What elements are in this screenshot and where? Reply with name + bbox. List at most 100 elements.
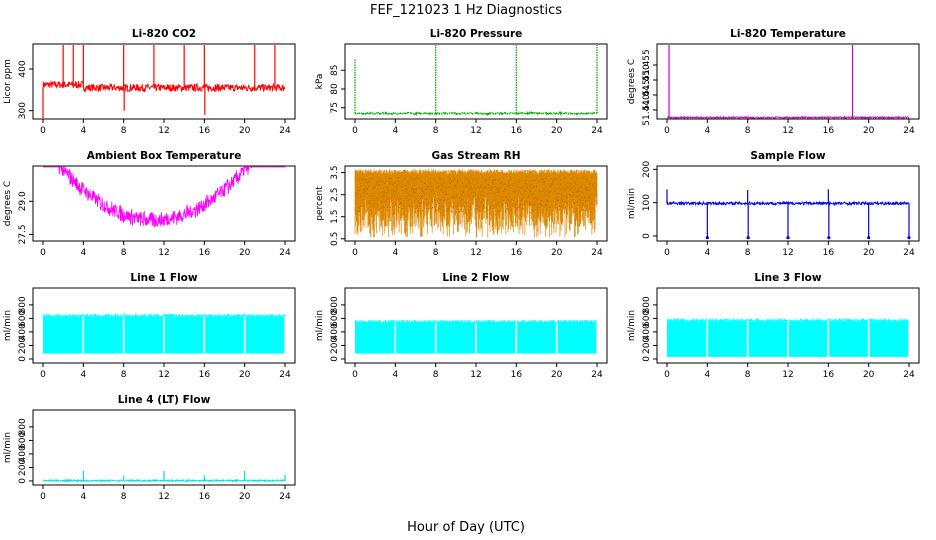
x-tick-label: 12 (158, 370, 169, 380)
x-tick-label: 4 (392, 126, 398, 136)
flow-band (164, 316, 204, 354)
y-tick-label: 600 (18, 432, 28, 449)
x-tick-label: 24 (591, 370, 603, 380)
x-tick-label: 24 (591, 248, 603, 258)
panel-7: Line 2 Flow ml/min 0 4 8 12 16 20 24 0 20040060080… (315, 272, 608, 380)
y-axis-label: ml/min (627, 310, 637, 341)
x-tick-label: 12 (158, 248, 169, 258)
x-tick-label: 20 (863, 126, 875, 136)
panel-title: Line 1 Flow (130, 272, 197, 284)
dropout-point (746, 236, 750, 240)
panel-title: Gas Stream RH (431, 150, 520, 162)
y-axis-label: ml/min (3, 310, 13, 341)
plot-area (42, 45, 286, 118)
x-tick-label: 12 (782, 370, 793, 380)
x-tick-label: 0 (352, 126, 358, 136)
x-tick-label: 0 (352, 370, 358, 380)
y-axis-label: ml/min (315, 310, 325, 341)
x-tick-label: 16 (199, 370, 211, 380)
x-tick-label: 16 (199, 126, 211, 136)
panel-3: Ambient Box Temperature degrees C 0 4 8 12 16 2… (3, 150, 296, 258)
panel-title: Line 2 Flow (442, 272, 509, 284)
x-tick-label: 20 (239, 126, 251, 136)
panel-title: Li-820 Temperature (730, 28, 846, 40)
x-tick-label: 12 (782, 126, 793, 136)
y-tick-label: 300 (18, 102, 28, 119)
y-tick-label: 80 (330, 83, 340, 95)
y-tick-label: 0 (330, 356, 340, 362)
x-tick-label: 20 (239, 370, 251, 380)
x-tick-label: 16 (511, 370, 523, 380)
plot-area (354, 45, 598, 117)
panel-title: Li-820 CO2 (132, 28, 196, 40)
panel-6: Line 1 Flow ml/min 0 4 8 12 16 20 24 0 20040060080… (3, 272, 296, 380)
rh-dots (355, 176, 598, 213)
x-tick-label: 0 (40, 248, 46, 258)
y-tick-label: 400 (18, 445, 28, 462)
y-tick-label: 800 (18, 296, 28, 313)
panel-9: Line 4 (LT) Flow ml/min 0 4 8 12 16 20 24 0 200400… (3, 394, 296, 502)
series-line (42, 80, 286, 93)
x-tick-label: 8 (433, 126, 439, 136)
y-axis-label: ml/min (3, 432, 13, 463)
y-tick-label: 200 (18, 459, 28, 476)
x-tick-label: 20 (863, 370, 875, 380)
flow-band (667, 321, 707, 357)
y-tick-label: 27.5 (18, 224, 28, 244)
x-tick-label: 20 (239, 492, 251, 502)
x-tick-label: 0 (40, 492, 46, 502)
x-tick-label: 24 (279, 492, 291, 502)
y-tick-label: 600 (642, 310, 652, 327)
panel-title: Sample Flow (750, 150, 825, 162)
x-tick-label: 20 (551, 126, 563, 136)
x-tick-label: 8 (745, 248, 751, 258)
x-tick-label: 4 (704, 370, 710, 380)
plot-area (354, 169, 598, 238)
y-tick-label: 400 (330, 323, 340, 340)
y-tick-label: 400 (642, 323, 652, 340)
x-tick-label: 20 (551, 370, 563, 380)
x-tick-label: 4 (704, 126, 710, 136)
x-tick-label: 12 (158, 492, 169, 502)
dropout-point (786, 236, 790, 240)
panel-title: Line 4 (LT) Flow (118, 394, 211, 406)
y-tick-label: 85 (330, 65, 340, 76)
x-tick-label: 0 (664, 248, 670, 258)
y-tick-label: 0 (18, 356, 28, 362)
y-tick-label: 200 (642, 160, 652, 177)
flow-band (517, 322, 556, 354)
flow-band (476, 322, 516, 354)
y-axis-label: kPa (315, 74, 325, 90)
flow-band (788, 321, 828, 357)
x-tick-label: 16 (511, 248, 523, 258)
y-axis-label: percent (315, 186, 325, 221)
y-tick-label: 200 (642, 337, 652, 354)
x-tick-label: 24 (591, 126, 603, 136)
flow-band (869, 321, 909, 357)
y-tick-label: 800 (18, 418, 28, 435)
y-axis-label: degrees C (3, 181, 13, 226)
y-tick-label: 200 (330, 337, 340, 354)
dropout-point (907, 236, 911, 240)
flow-top-noise (42, 313, 286, 317)
panel-2: Li-820 Temperature degrees C 0 4 8 12 16 20 24 51… (627, 28, 920, 136)
y-tick-label: 1.5 (330, 210, 340, 224)
dropout-point (867, 236, 871, 240)
y-tick-label: 600 (330, 310, 340, 327)
series-line (666, 115, 910, 119)
x-tick-label: 20 (239, 248, 251, 258)
flow-band (708, 321, 747, 357)
plot-area (354, 319, 598, 354)
y-tick-label: 0 (642, 356, 652, 362)
x-tick-label: 24 (903, 126, 915, 136)
plot-area (43, 166, 285, 228)
series-line (354, 110, 598, 117)
x-tick-label: 16 (823, 126, 835, 136)
dropout-point (705, 236, 709, 240)
x-tick-label: 24 (279, 126, 291, 136)
y-tick-label: 0 (18, 478, 28, 484)
flow-top-noise (666, 318, 910, 322)
y-tick-label: 51.455 (642, 49, 652, 81)
x-tick-label: 4 (704, 248, 710, 258)
